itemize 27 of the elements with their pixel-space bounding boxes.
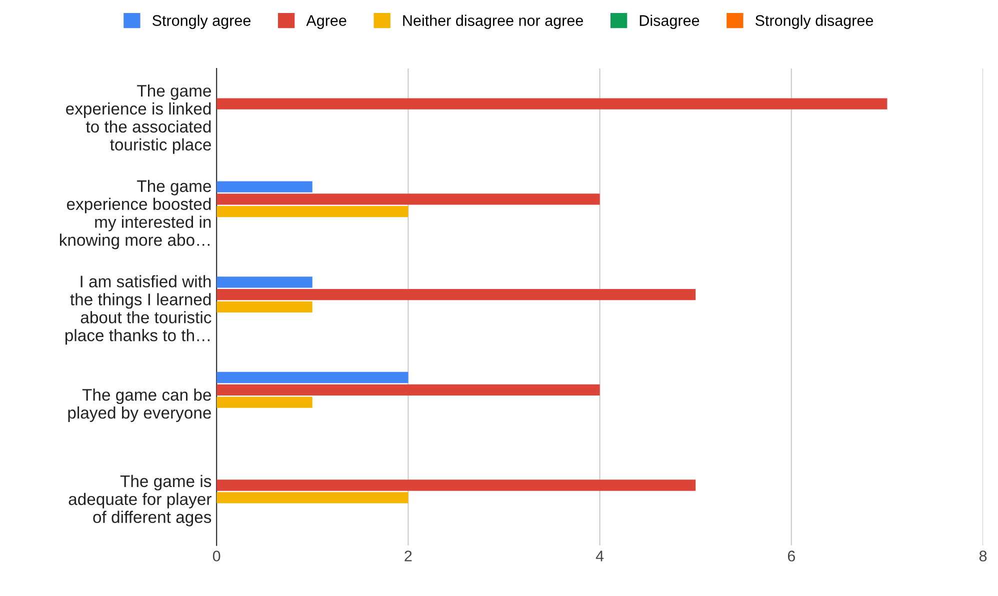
bar — [216, 372, 408, 384]
bar — [216, 384, 600, 396]
x-tick-label: 8 — [979, 550, 987, 562]
y-tick-label: The game is adequate for player of different ages — [68, 474, 212, 526]
y-tick-label: I am satisfied with the things I learned about the touristic place thanks to th… — [65, 275, 212, 345]
bar — [216, 276, 312, 288]
legend-label: Agree — [306, 15, 346, 29]
bar — [216, 396, 312, 408]
bar — [216, 181, 312, 192]
bar — [216, 206, 408, 218]
y-tick-label: The game experience boosted my interested in knowing more abo… — [60, 180, 211, 250]
x-tick-label: 6 — [788, 550, 795, 562]
legend-label: Strongly disagree — [755, 14, 874, 29]
x-tick-label: 2 — [404, 550, 412, 562]
bar — [216, 480, 696, 491]
legend-label: Strongly agree — [152, 14, 250, 29]
legend-label: Neither disagree nor agree — [403, 14, 583, 29]
x-tick-label: 0 — [212, 550, 220, 562]
legend-label: Disagree — [640, 14, 700, 29]
bar — [216, 98, 888, 110]
x-tick-label: 4 — [596, 550, 604, 562]
y-tick-label: The game experience is linked to the associated touristic place — [66, 84, 211, 154]
bar — [216, 492, 408, 504]
bar — [216, 288, 696, 300]
y-tick-label: The game can be played by everyone — [68, 388, 211, 422]
bar — [216, 194, 600, 205]
bar — [216, 301, 312, 313]
